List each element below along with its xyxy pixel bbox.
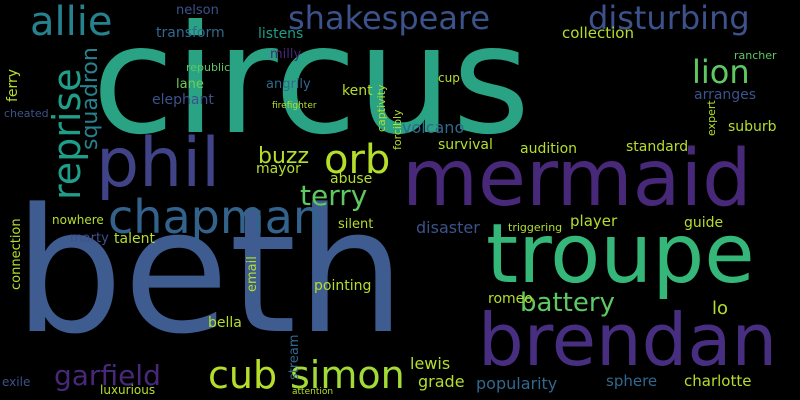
word-lane: lane (176, 77, 204, 92)
word-survival: survival (438, 137, 493, 153)
word-troupe: troupe (486, 207, 755, 302)
word-mermaid: mermaid (402, 134, 752, 224)
word-lo: lo (712, 298, 729, 319)
word-chapman: chapman (108, 190, 322, 244)
word-sphere: sphere (606, 372, 658, 390)
word-expert: expert (705, 100, 718, 136)
word-nowhere: nowhere (52, 213, 104, 227)
word-lewis: lewis (410, 354, 451, 373)
word-beth: beth (14, 171, 406, 372)
word-rancher: rancher (734, 49, 777, 62)
word-mayor: mayor (256, 161, 301, 177)
word-disaster: disaster (416, 218, 480, 237)
word-battery: battery (520, 288, 615, 318)
word-attention: attention (292, 387, 334, 397)
word-lion: lion (692, 53, 750, 91)
word-garfield: garfield (54, 359, 161, 392)
word-cub: cub (208, 353, 278, 397)
word-listens: listens (258, 26, 304, 42)
word-standard: standard (626, 139, 689, 155)
word-brendan: brendan (478, 298, 778, 382)
word-pointing: pointing (314, 278, 372, 294)
word-grade: grade (418, 372, 465, 391)
word-republic: republic (186, 61, 231, 74)
word-suburb: suburb (728, 119, 777, 135)
word-angrily: angrily (266, 77, 311, 92)
word-luxurious: luxurious (100, 383, 156, 397)
word-captivity: captivity (375, 84, 388, 132)
word-exile: exile (2, 375, 31, 389)
word-popularity: popularity (476, 374, 558, 393)
word-arranges: arranges (694, 87, 757, 103)
word-charlotte: charlotte (684, 372, 752, 390)
word-silent: silent (338, 217, 374, 232)
word-volcano: volcano (402, 118, 465, 137)
word-simon: simon (290, 353, 405, 397)
word-circus: circus (92, 0, 531, 168)
word-collection: collection (562, 24, 634, 42)
word-email: email (245, 256, 260, 292)
word-disturbing: disturbing (588, 0, 750, 37)
word-cheated: cheated (4, 107, 49, 120)
word-player: player (570, 212, 618, 230)
word-buzz: buzz (258, 144, 310, 169)
word-abuse: abuse (330, 171, 373, 187)
word-talent: talent (114, 231, 155, 247)
word-forcibly: forcibly (391, 109, 404, 150)
word-romeo: romeo (488, 291, 533, 307)
word-bella: bella (208, 315, 242, 331)
word-connection: connection (9, 218, 24, 290)
word-cup: cup (438, 71, 460, 85)
word-firefighter: firefighter (272, 101, 317, 111)
word-triggering: triggering (508, 221, 563, 234)
word-allie: allie (30, 0, 113, 45)
word-nelson: nelson (176, 3, 219, 18)
word-audition: audition (520, 141, 578, 157)
word-kent: kent (342, 83, 373, 99)
word-terry: terry (300, 179, 368, 212)
word-shakespeare: shakespeare (288, 0, 491, 37)
word-elephant: elephant (152, 92, 214, 108)
word-phil: phil (96, 124, 221, 203)
word-squadron: squadron (78, 47, 103, 150)
word-milly: milly (270, 47, 302, 62)
word-transform: transform (156, 25, 225, 41)
word-stream: stream (287, 334, 302, 380)
word-guide: guide (684, 215, 724, 231)
word-ferry: ferry (5, 68, 21, 102)
word-orb: orb (324, 137, 391, 183)
word-marty: marty (70, 231, 109, 246)
